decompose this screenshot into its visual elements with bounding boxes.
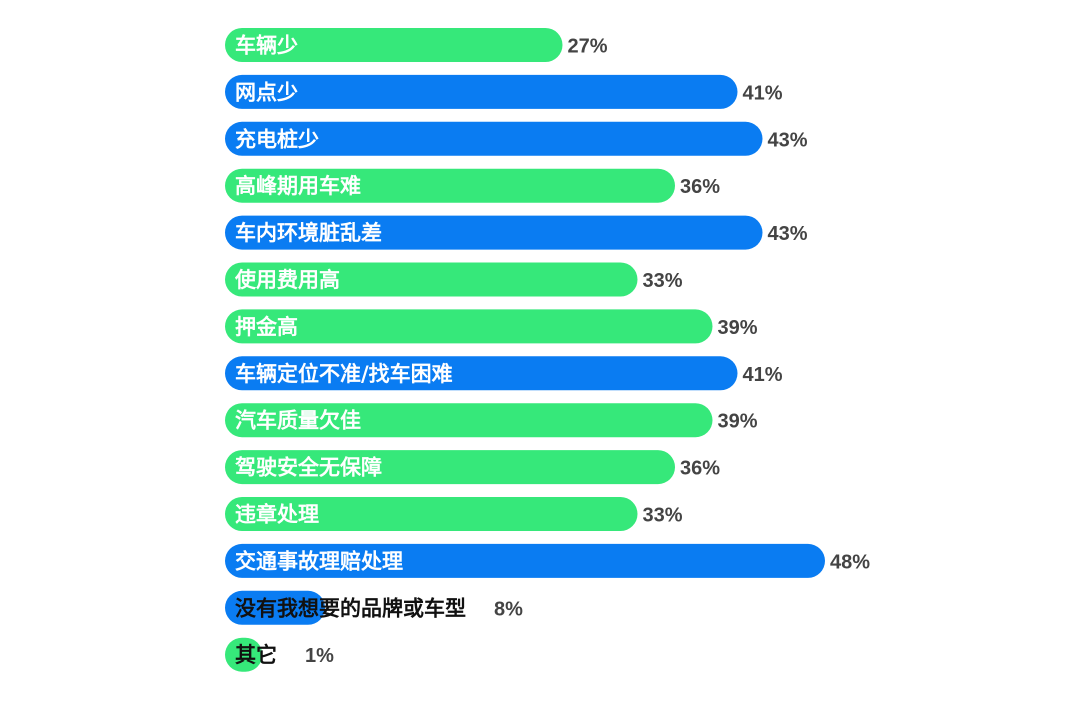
bar-value-label-2: 43% bbox=[768, 129, 808, 151]
bar-value-label-10: 33% bbox=[643, 505, 683, 527]
bar-category-label-3: 高峰期用车难 bbox=[235, 174, 361, 198]
bar-category-label-10: 违章处理 bbox=[235, 503, 319, 527]
bar-category-label-4: 车内环境脏乱差 bbox=[235, 221, 382, 245]
bar-0 bbox=[225, 28, 563, 62]
bar-11 bbox=[225, 543, 825, 578]
bar-8 bbox=[225, 403, 713, 438]
bar-1 bbox=[225, 74, 738, 109]
bar-category-label-11: 交通事故理赔处理 bbox=[235, 549, 403, 573]
bar-5 bbox=[225, 262, 638, 297]
bar-12 bbox=[225, 590, 325, 625]
bar-value-label-5: 33% bbox=[643, 270, 683, 292]
bar-category-label-12: 没有我想要的品牌或车型 bbox=[235, 596, 466, 620]
bar-9 bbox=[225, 450, 675, 485]
bar-category-label-9: 驾驶安全无保障 bbox=[235, 456, 382, 480]
bar-value-label-3: 36% bbox=[680, 176, 720, 198]
bar-category-label-6: 押金高 bbox=[235, 315, 298, 339]
bar-value-label-6: 39% bbox=[718, 317, 758, 339]
bar-13 bbox=[225, 637, 263, 672]
bar-2 bbox=[225, 121, 763, 156]
bar-category-label-13: 其它 bbox=[235, 643, 277, 667]
bar-category-label-2: 充电桩少 bbox=[235, 127, 319, 151]
bar-value-label-9: 36% bbox=[680, 458, 720, 480]
bar-value-label-13: 1% bbox=[305, 645, 334, 667]
bar-value-label-0: 27% bbox=[568, 36, 608, 58]
bar-value-label-7: 41% bbox=[743, 364, 783, 386]
bar-4 bbox=[225, 215, 763, 250]
bar-6 bbox=[225, 309, 713, 344]
bar-value-label-11: 48% bbox=[830, 551, 870, 573]
bar-category-label-7: 车辆定位不准/找车困难 bbox=[235, 362, 453, 386]
bar-category-label-1: 网点少 bbox=[235, 80, 298, 104]
bar-value-label-4: 43% bbox=[768, 223, 808, 245]
bar-value-label-8: 39% bbox=[718, 411, 758, 433]
bar-category-label-5: 使用费用高 bbox=[234, 268, 340, 292]
bar-category-label-0: 车辆少 bbox=[235, 34, 298, 58]
bar-value-label-1: 41% bbox=[743, 82, 783, 104]
bar-3 bbox=[225, 168, 675, 203]
bar-7 bbox=[225, 356, 738, 391]
bar-category-label-8: 汽车质量欠佳 bbox=[235, 409, 361, 433]
bar-10 bbox=[225, 497, 638, 531]
bar-value-label-12: 8% bbox=[494, 598, 523, 620]
